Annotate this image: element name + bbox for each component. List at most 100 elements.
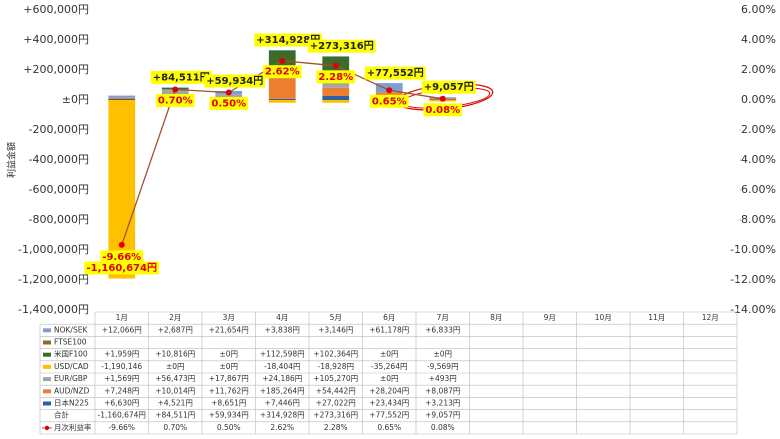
y-tick-label: -1,000,000円: [18, 243, 89, 256]
x-tick-label: 10月: [595, 313, 612, 322]
y2-tick-label: 4.00%: [741, 33, 776, 46]
y2-tick-label: -14.00%: [730, 303, 776, 316]
y-tick-label: ±0円: [62, 93, 89, 106]
bar-segment: [268, 100, 296, 103]
table-cell: +6,833円: [425, 325, 460, 334]
table-cell: +3,838円: [265, 325, 300, 334]
table-cell: -18,404円: [264, 362, 300, 371]
y2-tick-label: -10.00%: [730, 243, 776, 256]
y-tick-label: -800,000円: [29, 213, 89, 226]
rate-label: 0.65%: [372, 96, 407, 107]
total-label: +314,928円: [256, 34, 320, 46]
table-cell: +7,248円: [104, 386, 139, 395]
total-label-bg: [204, 74, 266, 88]
bar-segment: [108, 95, 136, 98]
table-cell: +3,146円: [318, 325, 353, 334]
rate-marker: [118, 241, 125, 248]
x-tick-label: 6月: [383, 313, 395, 322]
x-tick-label: 1月: [116, 313, 128, 322]
bar-segment: [161, 89, 189, 98]
bar-segment: [108, 99, 136, 100]
table-cell: +23,434円: [369, 399, 409, 408]
table-cell: +56,473円: [155, 374, 195, 383]
rate-label-bg: [209, 97, 249, 110]
table-cell: +105,270円: [313, 374, 358, 383]
rate-marker: [332, 62, 339, 69]
rate-marker: [225, 89, 232, 96]
table-cell: +84,511円: [155, 411, 195, 420]
x-tick-label: 8月: [490, 313, 502, 322]
table-cell: -9.66%: [108, 423, 135, 432]
legend-label: 合計: [54, 410, 69, 420]
legend-label: FTSE100: [54, 338, 87, 347]
table-cell: 2.62%: [270, 423, 294, 432]
y2-tick-label: -2.00%: [737, 123, 776, 136]
bar-segment: [322, 95, 350, 100]
legend-swatch: [43, 401, 51, 406]
table-cell: +314,928円: [260, 411, 305, 420]
table-cell: +1,569円: [104, 374, 139, 383]
rate-label-bg: [423, 103, 463, 117]
table-cell: +3,213円: [425, 399, 460, 408]
table-cell: ±0円: [433, 350, 452, 359]
table-cell: +21,654円: [209, 325, 249, 334]
table-cell: -18,928円: [318, 362, 354, 371]
table-cell: +8,087円: [425, 386, 460, 395]
y-tick-label: +400,000円: [23, 33, 89, 46]
bar-segment: [322, 100, 350, 103]
x-tick-label: 12月: [702, 313, 719, 322]
table-cell: +6,630円: [104, 399, 139, 408]
rate-marker: [279, 57, 286, 64]
legend-swatch: [43, 377, 51, 382]
table-cell: +61,178円: [369, 325, 409, 334]
table-cell: +9,057円: [425, 411, 460, 420]
bar-segment: [108, 97, 136, 100]
table-cell: -1,190,146: [101, 362, 142, 371]
total-label: +77,552円: [367, 67, 424, 79]
y2-tick-label: 6.00%: [741, 3, 776, 16]
rate-label: 2.62%: [265, 67, 300, 78]
total-label: +273,316円: [310, 40, 374, 52]
table-cell: -1,160,674円: [98, 411, 146, 420]
table-cell: +12,066円: [102, 325, 142, 334]
y2-tick-label: 0.00%: [741, 93, 776, 106]
rate-label-bg: [262, 65, 302, 79]
bar-segment: [108, 100, 136, 279]
total-label-bg: [150, 70, 212, 84]
table-cell: +1,959円: [104, 350, 139, 359]
legend-swatch: [43, 364, 51, 369]
y2-tick-label: -6.00%: [737, 183, 776, 196]
x-tick-label: 2月: [169, 313, 181, 322]
table-cell: 2.28%: [324, 423, 348, 432]
total-label-bg: [364, 66, 426, 80]
y2-tick-label: 2.00%: [741, 63, 776, 76]
y2-tick-label: -8.00%: [737, 213, 776, 226]
bar-segment: [322, 87, 350, 96]
legend-label: 日本N225: [54, 398, 89, 408]
bar-segment: [268, 98, 296, 100]
total-label-bg: [84, 261, 159, 275]
table-cell: +2,687円: [158, 325, 193, 334]
y-tick-label: -200,000円: [29, 123, 89, 136]
y-tick-label: +200,000円: [23, 63, 89, 76]
y2-tick-label: -4.00%: [737, 153, 776, 166]
legend-marker: [44, 425, 50, 431]
table-cell: ±0円: [380, 374, 399, 383]
table-cell: +17,867円: [209, 374, 249, 383]
legend-label: 月次利益率: [54, 422, 92, 432]
table-cell: -35,264円: [371, 362, 407, 371]
table-cell: 0.08%: [431, 423, 455, 432]
table-cell: ±0円: [166, 362, 185, 371]
x-tick-label: 4月: [276, 313, 288, 322]
bar-segment: [268, 50, 296, 51]
legend-label: EUR/GBP: [54, 374, 88, 383]
rate-label-bg: [369, 94, 409, 108]
rate-marker: [386, 87, 393, 94]
legend-swatch: [43, 328, 51, 333]
rate-label: 0.08%: [425, 105, 460, 116]
x-tick-label: 9月: [544, 313, 556, 322]
legend-swatch: [43, 389, 51, 394]
table-cell: +102,364円: [313, 350, 358, 359]
total-label: -1,160,674円: [87, 262, 157, 274]
table-cell: +185,264円: [260, 386, 305, 395]
